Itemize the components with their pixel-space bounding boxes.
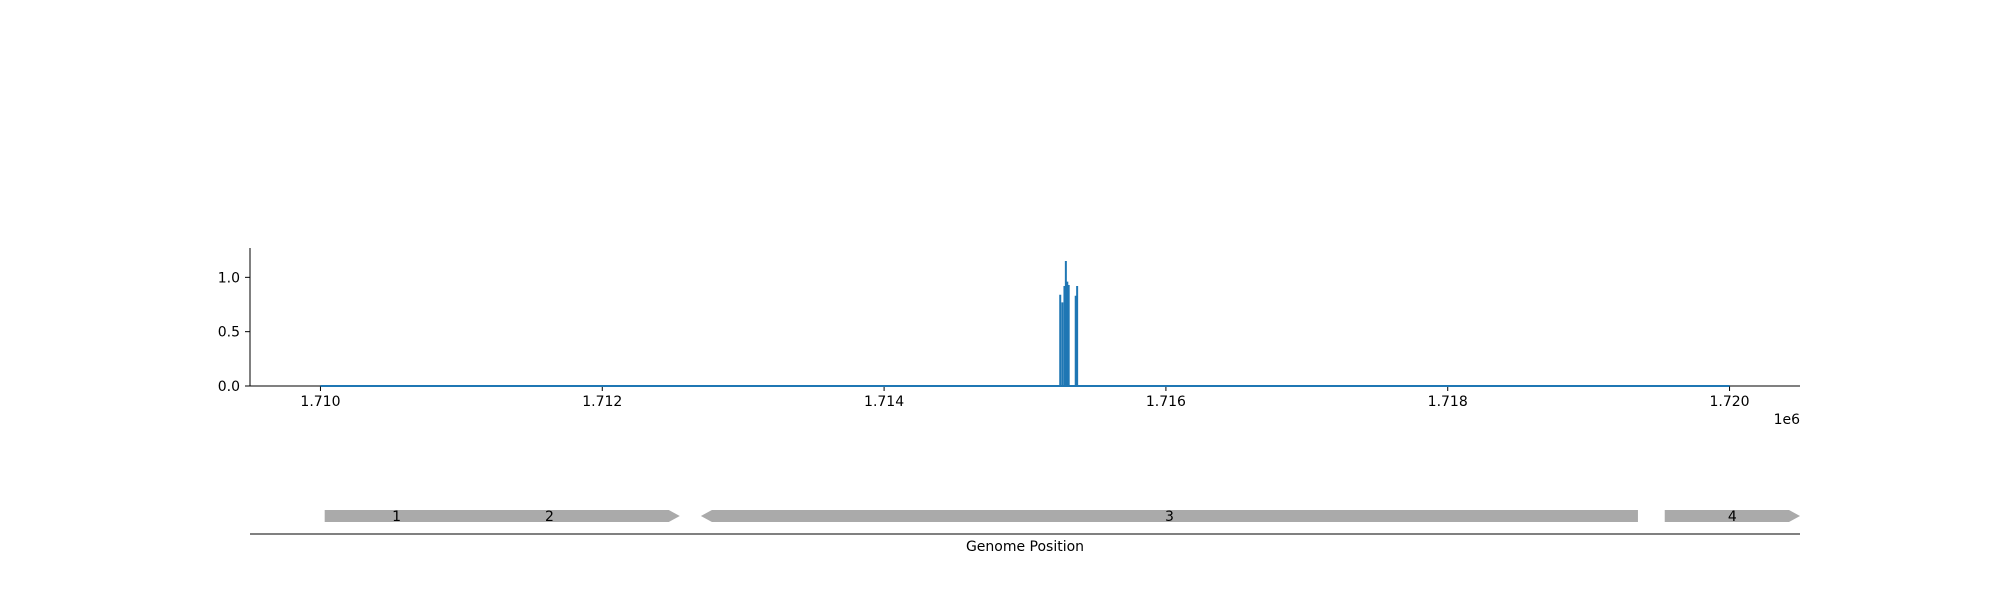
- x-axis-title: Genome Position: [966, 539, 1084, 555]
- gene-label: 4: [1728, 509, 1737, 525]
- gene-arrow: [419, 510, 680, 522]
- y-tick-label: 1.0: [218, 270, 240, 286]
- x-tick-label: 1.710: [300, 394, 340, 410]
- gene-label: 1: [392, 509, 401, 525]
- y-tick-label: 0.0: [218, 379, 240, 395]
- gene-arrow: [700, 510, 1638, 522]
- y-tick-label: 0.5: [218, 325, 240, 341]
- coverage-plot: 0.0 0.5 1.0 1.710 1.712 1.714 1.716 1.718 1.720 1…: [218, 248, 1800, 428]
- gene-arrow: [1664, 510, 1800, 522]
- x-offset-label: 1e6: [1774, 412, 1801, 428]
- x-tick-label: 1.718: [1428, 394, 1468, 410]
- x-tick-label: 1.712: [582, 394, 622, 410]
- gene-label: 3: [1165, 509, 1174, 525]
- x-tick-label: 1.720: [1709, 394, 1749, 410]
- x-tick-label: 1.716: [1146, 394, 1186, 410]
- x-tick-label: 1.714: [864, 394, 904, 410]
- gene-track: 1 2 3 4 Genome Position: [250, 509, 1800, 555]
- gene-label: 2: [545, 509, 554, 525]
